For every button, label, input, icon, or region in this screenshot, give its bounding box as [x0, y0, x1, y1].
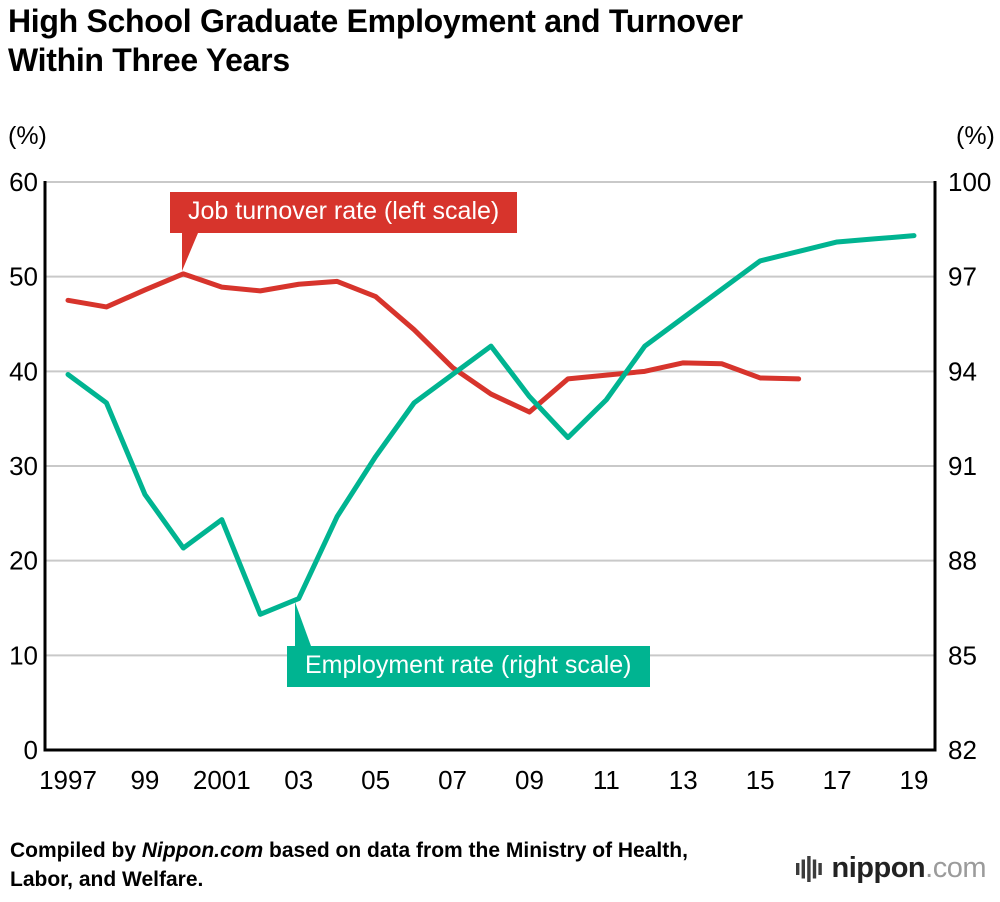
source-note: Compiled by Nippon.com based on data fro… — [10, 836, 710, 895]
x-axis-tick-label: 15 — [746, 765, 775, 795]
x-axis-tick-label: 13 — [669, 765, 698, 795]
source-note-prefix: Compiled by — [10, 839, 142, 862]
left-axis-tick-label: 60 — [9, 167, 38, 197]
left-axis-tick-label: 50 — [9, 262, 38, 292]
left-axis-tick-label: 0 — [24, 735, 38, 765]
source-note-publisher: Nippon.com — [141, 839, 264, 862]
x-axis-tick-label: 19 — [900, 765, 929, 795]
x-axis-tick-label: 1997 — [39, 765, 97, 795]
right-axis-tick-label: 85 — [948, 640, 977, 670]
right-axis-tick-label: 100 — [948, 167, 991, 197]
source-note-suffix: based on data from the Ministry of Healt… — [10, 839, 688, 892]
x-axis-tick-label: 2001 — [193, 765, 251, 795]
page-title: High School Graduate Employment and Turn… — [8, 2, 743, 80]
nippon-logo: nippon .com — [795, 852, 986, 885]
right-axis-tick-label: 88 — [948, 546, 977, 576]
x-axis-tick-label: 99 — [130, 765, 159, 795]
nippon-logo-brand-text: nippon — [831, 852, 926, 884]
right-axis-tick-label: 94 — [948, 356, 977, 386]
employment-rate-line — [65, 233, 917, 617]
left-axis-unit-label: (%) — [8, 122, 47, 150]
turnover-series-callout-label: Job turnover rate (left scale) — [188, 197, 500, 225]
page-title-line2: Within Three Years — [8, 42, 290, 79]
right-axis-unit-label: (%) — [956, 122, 995, 150]
nippon-logo-tld-text: .com — [925, 852, 986, 884]
x-axis-tick-label: 03 — [284, 765, 313, 795]
x-axis-tick-label: 05 — [361, 765, 390, 795]
right-axis-tick-label: 97 — [948, 262, 977, 292]
job-turnover-line — [65, 271, 802, 415]
employment-callout-pointer — [295, 602, 311, 646]
left-axis-tick-label: 30 — [9, 451, 38, 481]
employment-series-callout: Employment rate (right scale) — [287, 602, 650, 687]
turnover-callout-pointer — [182, 233, 198, 271]
left-axis-tick-label: 40 — [9, 356, 38, 386]
left-axis-tick-label: 10 — [9, 640, 38, 670]
x-axis-tick-label: 11 — [593, 765, 620, 795]
nippon-logo-bars-icon — [795, 855, 822, 882]
x-axis-tick-label: 17 — [823, 765, 852, 795]
x-axis-tick-label: 09 — [515, 765, 544, 795]
employment-series-callout-label: Employment rate (right scale) — [305, 651, 632, 679]
x-axis-tick-label: 07 — [438, 765, 467, 795]
turnover-series-callout: Job turnover rate (left scale) — [170, 192, 518, 271]
right-axis-tick-label: 91 — [948, 451, 977, 481]
right-axis-tick-label: 82 — [948, 735, 977, 765]
left-axis-tick-label: 20 — [9, 546, 38, 576]
page-title-line1: High School Graduate Employment and Turn… — [8, 3, 743, 39]
